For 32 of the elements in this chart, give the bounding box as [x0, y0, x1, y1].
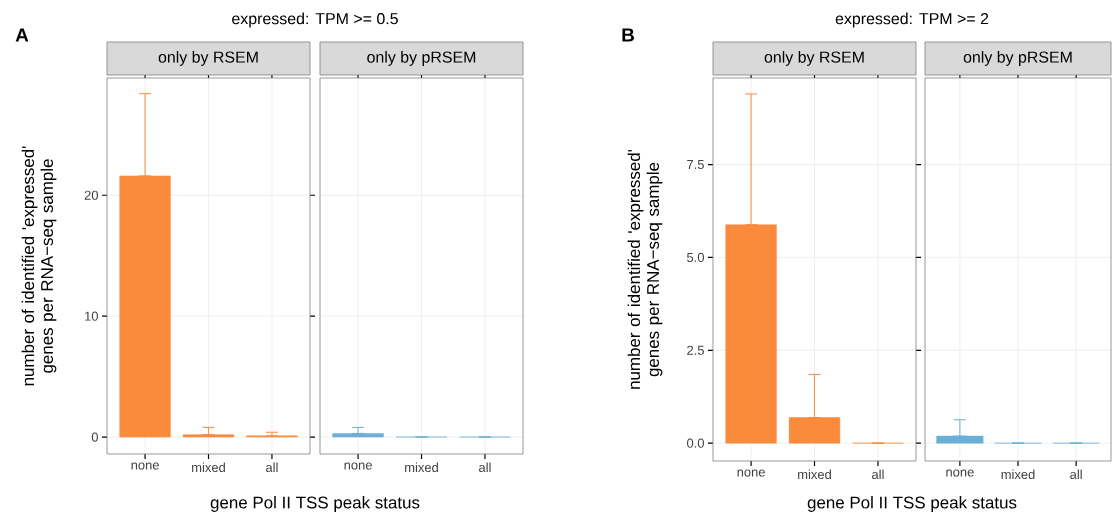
x-axis-title: gene Pol II TSS peak status — [807, 496, 1017, 512]
chart-subtitle: only by pRSEM — [963, 51, 1072, 66]
text: B — [622, 28, 634, 42]
chart-subtitle: only by pRSEM — [367, 51, 476, 66]
x-tick-label: mixed — [1001, 469, 1035, 480]
chart-title: expressed: TPM >= 0.5 — [232, 12, 398, 28]
y-tick-label: 0.0 — [686, 438, 704, 448]
x-tick-label: mixed — [798, 469, 831, 480]
y-axis-title: number of identified 'expressed' genes per RNA−seq sample — [627, 149, 663, 389]
y-axis-title: number of identified 'expressed' genes per RNA−seq sample — [21, 146, 57, 386]
y-tick-label: 2.5 — [687, 345, 704, 355]
text: A — [15, 28, 29, 42]
y-tick-label: 20 — [84, 190, 98, 200]
x-tick-label: all — [872, 469, 884, 480]
x-tick-label: mixed — [405, 462, 438, 473]
y-tick-label: 5.0 — [687, 252, 704, 262]
x-tick-label: none — [344, 462, 372, 470]
chart-subtitle: only by RSEM — [764, 51, 864, 66]
bar — [119, 175, 171, 438]
x-tick-label: none — [131, 462, 159, 470]
y-tick-label: 0 — [91, 432, 98, 442]
x-tick-label: none — [737, 469, 765, 477]
y-tick-label: 7.5 — [687, 160, 704, 170]
x-tick-label: all — [1070, 469, 1082, 480]
y-tick-label: 10 — [85, 311, 98, 321]
x-tick-label: mixed — [192, 462, 225, 473]
x-tick-label: all — [479, 462, 491, 473]
x-axis-title: gene Pol II TSS peak status — [210, 496, 420, 512]
chart-title: expressed: TPM >= 2 — [835, 12, 989, 28]
chart-subtitle: only by RSEM — [158, 51, 258, 66]
x-tick-label: none — [946, 469, 974, 477]
x-tick-label: all — [266, 462, 278, 473]
